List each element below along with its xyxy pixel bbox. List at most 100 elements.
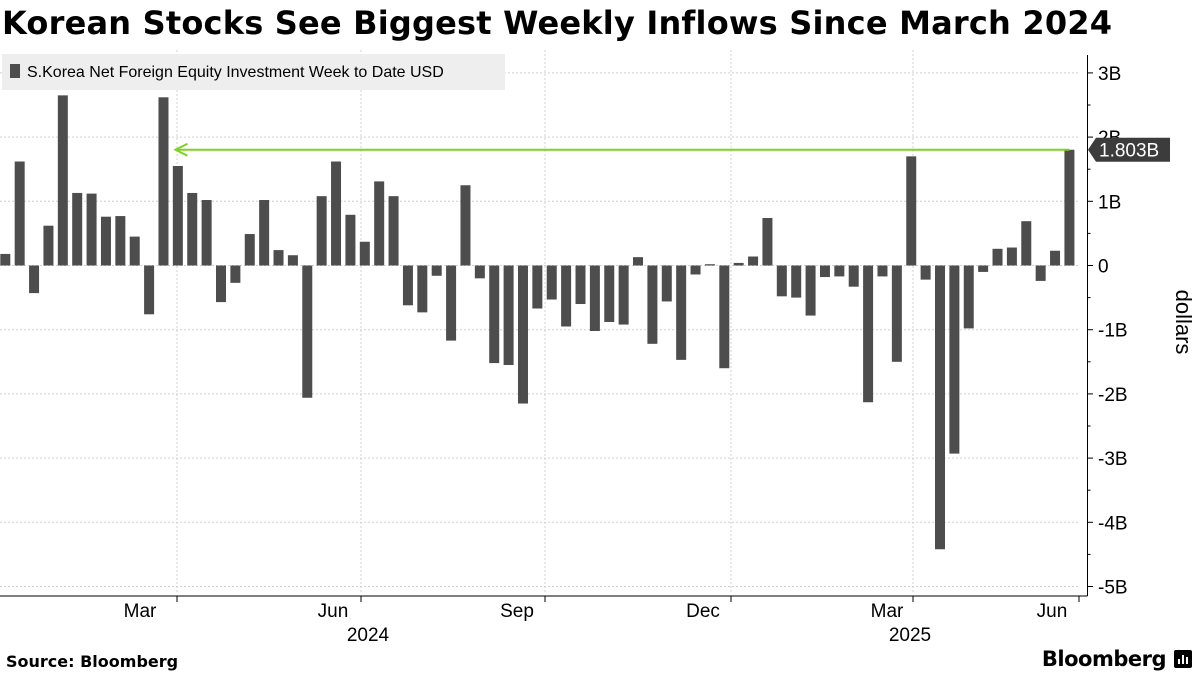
bar — [489, 265, 500, 364]
bar — [546, 265, 557, 300]
y-tick-label: -4B — [1098, 513, 1128, 534]
bar — [863, 265, 874, 403]
bar — [633, 257, 644, 266]
annotation: 1.803B — [173, 137, 1170, 162]
y-tick-label: -5B — [1098, 578, 1128, 599]
bar — [72, 192, 83, 266]
bar — [834, 265, 845, 277]
bar — [187, 192, 198, 266]
bar — [273, 250, 284, 266]
x-tick-label: Dec — [686, 601, 720, 622]
bar — [949, 265, 960, 454]
bar — [661, 265, 672, 302]
x-tick-label: Jun — [318, 601, 349, 622]
bar — [259, 200, 270, 266]
x-year-label: 2024 — [347, 625, 390, 646]
bar — [618, 265, 629, 325]
bar — [762, 217, 773, 266]
bar — [474, 265, 485, 279]
bar — [906, 156, 917, 266]
bar — [733, 262, 744, 266]
bar — [345, 214, 356, 266]
bar — [115, 216, 126, 266]
bar — [374, 181, 385, 266]
bar — [676, 265, 687, 360]
bar — [517, 265, 528, 404]
bar — [1050, 250, 1061, 266]
bar — [604, 265, 615, 322]
bar — [417, 265, 428, 313]
axes: 3B2B1B0-1B-2B-3B-4B-5BMarJunSepDecMarJun… — [0, 55, 1196, 646]
bar — [690, 265, 701, 275]
bar — [992, 248, 1003, 266]
bar — [431, 265, 442, 276]
bar — [978, 265, 989, 272]
bloomberg-terminal-icon — [1174, 650, 1192, 668]
bar — [877, 265, 888, 277]
bar — [388, 196, 399, 266]
y-tick-label: -2B — [1098, 385, 1128, 406]
bar — [158, 97, 169, 266]
bar — [791, 265, 802, 298]
bar — [100, 216, 111, 266]
bar — [935, 265, 945, 550]
bar — [963, 265, 974, 329]
y-tick-label: 3B — [1098, 64, 1121, 85]
bar — [43, 225, 54, 266]
y-tick-label: -3B — [1098, 449, 1128, 470]
x-tick-label: Sep — [500, 601, 534, 622]
bar — [503, 265, 514, 366]
bar — [216, 265, 226, 303]
bar — [402, 265, 413, 306]
y-tick-label: 1B — [1098, 192, 1121, 213]
bar — [57, 95, 68, 266]
bar — [172, 165, 183, 266]
legend-swatch — [10, 64, 20, 78]
legend: S.Korea Net Foreign Equity Investment We… — [2, 54, 505, 90]
bar — [561, 265, 572, 327]
brand-logo-text: Bloomberg — [1041, 647, 1167, 671]
arrow-head — [173, 142, 188, 157]
y-axis-title: dollars — [1171, 290, 1196, 355]
bar — [589, 265, 600, 331]
bar — [359, 241, 370, 266]
bar — [1064, 149, 1075, 266]
x-year-label: 2025 — [889, 625, 931, 646]
last-value-tag — [1088, 137, 1170, 162]
bar — [29, 265, 40, 294]
bar — [460, 185, 471, 266]
bar — [331, 161, 342, 266]
bar — [0, 253, 11, 266]
bar — [819, 265, 830, 278]
bar — [776, 265, 787, 297]
bar — [14, 161, 25, 266]
source-note: Source: Bloomberg — [6, 652, 179, 671]
bar — [704, 264, 715, 266]
bar — [891, 265, 902, 362]
bar — [719, 265, 730, 369]
bar — [1021, 221, 1032, 266]
x-tick-label: Jun — [1037, 601, 1068, 622]
bar — [129, 236, 140, 266]
last-value-label: 1.803B — [1099, 141, 1159, 162]
bar — [446, 265, 457, 341]
bar — [575, 265, 586, 305]
bar — [201, 200, 212, 266]
x-tick-label: Mar — [124, 601, 157, 622]
y-tick-label: -1B — [1098, 321, 1128, 342]
bar — [144, 265, 155, 315]
bar — [316, 196, 327, 266]
bar — [1035, 265, 1046, 281]
bar — [532, 265, 543, 309]
bar — [230, 265, 241, 283]
bar — [244, 234, 255, 266]
chart-title: Korean Stocks See Biggest Weekly Inflows… — [2, 4, 1113, 42]
bar — [920, 265, 931, 280]
legend-label: S.Korea Net Foreign Equity Investment We… — [27, 64, 444, 81]
bars — [0, 95, 1075, 550]
bar — [848, 265, 859, 287]
x-tick-label: Mar — [871, 601, 904, 622]
bar — [748, 256, 759, 266]
bar — [1006, 247, 1017, 266]
